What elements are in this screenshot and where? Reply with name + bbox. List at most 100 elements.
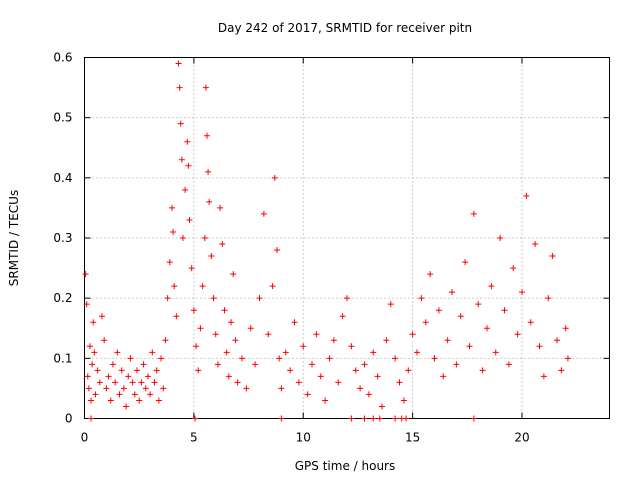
plot-frame (84, 57, 610, 419)
data-point (387, 301, 394, 308)
data-point (514, 331, 521, 338)
data-point (361, 415, 368, 422)
data-point (444, 337, 451, 344)
data-point (234, 379, 241, 386)
data-points (82, 60, 571, 422)
data-point (205, 168, 212, 175)
data-point (365, 391, 372, 398)
data-point (265, 331, 272, 338)
data-point (186, 216, 193, 223)
data-point (287, 367, 294, 374)
data-point (127, 355, 134, 362)
data-point (177, 120, 184, 127)
chart-title: Day 242 of 2017, SRMTID for receiver pit… (218, 21, 472, 35)
data-point (151, 379, 158, 386)
data-point (427, 271, 434, 278)
data-point (201, 235, 208, 241)
data-point (199, 283, 206, 290)
y-tick-label: 0.5 (53, 111, 72, 125)
data-point (190, 307, 197, 314)
data-point (488, 283, 495, 290)
data-point (230, 271, 237, 278)
data-point (179, 235, 186, 241)
data-point (82, 271, 89, 278)
data-point (545, 295, 552, 302)
data-point (564, 355, 571, 362)
data-point (501, 307, 508, 314)
data-point (330, 337, 337, 344)
data-point (282, 349, 289, 356)
data-point (160, 385, 167, 392)
data-point (195, 367, 202, 374)
data-point (84, 373, 91, 380)
data-point (85, 385, 92, 392)
data-point (217, 204, 224, 211)
data-point (94, 367, 101, 374)
data-point (492, 349, 499, 356)
data-point (475, 301, 482, 308)
data-point (83, 301, 90, 308)
data-point (169, 204, 175, 211)
data-point (374, 373, 381, 380)
data-point (170, 228, 177, 235)
grid-layer (84, 57, 610, 419)
data-point (505, 361, 512, 368)
data-point (107, 397, 114, 404)
data-point (370, 415, 377, 422)
data-point (348, 415, 355, 422)
tick-layer: 0 0.1 0.2 0.3 0.4 0.5 0.6 0 5 10 15 20 (53, 51, 610, 445)
data-point (103, 385, 110, 392)
data-point (313, 331, 320, 338)
data-point (131, 391, 138, 398)
data-point (208, 253, 215, 260)
data-point (247, 325, 254, 332)
data-point (317, 373, 324, 380)
data-point (466, 343, 473, 350)
data-point (497, 235, 504, 241)
data-point (116, 391, 123, 398)
data-point (114, 349, 121, 356)
data-point (422, 319, 429, 326)
data-point (142, 385, 149, 392)
data-point (212, 331, 219, 338)
data-point (326, 355, 333, 362)
y-tick-label: 0.6 (53, 51, 72, 65)
data-point (383, 337, 390, 344)
x-tick-label: 15 (405, 431, 420, 445)
data-point (276, 355, 283, 362)
data-point (118, 367, 125, 374)
data-point (184, 138, 191, 145)
data-point (243, 385, 250, 392)
data-point (162, 337, 169, 344)
x-tick-label: 5 (190, 431, 198, 445)
data-point (479, 367, 486, 374)
data-point (105, 373, 112, 380)
data-point (153, 367, 160, 374)
data-point (175, 60, 182, 67)
data-point (527, 319, 534, 326)
data-point (88, 415, 95, 422)
data-point (88, 397, 95, 404)
data-point (309, 361, 315, 368)
data-point (431, 355, 438, 362)
data-point (549, 253, 556, 260)
data-point (269, 283, 276, 290)
data-point (134, 367, 140, 374)
data-point (123, 403, 130, 410)
data-point (173, 313, 180, 320)
data-point (348, 343, 355, 350)
data-point (158, 355, 165, 362)
data-point (403, 415, 410, 422)
data-point (228, 319, 235, 326)
data-point (109, 361, 116, 368)
data-point (191, 415, 198, 422)
y-tick-label: 0.3 (53, 231, 72, 245)
data-point (405, 367, 412, 374)
data-point (523, 192, 530, 199)
data-point (536, 343, 543, 350)
data-point (182, 186, 189, 193)
data-point (89, 361, 96, 368)
data-point (352, 367, 359, 374)
data-point (223, 349, 230, 356)
data-point (322, 397, 329, 404)
